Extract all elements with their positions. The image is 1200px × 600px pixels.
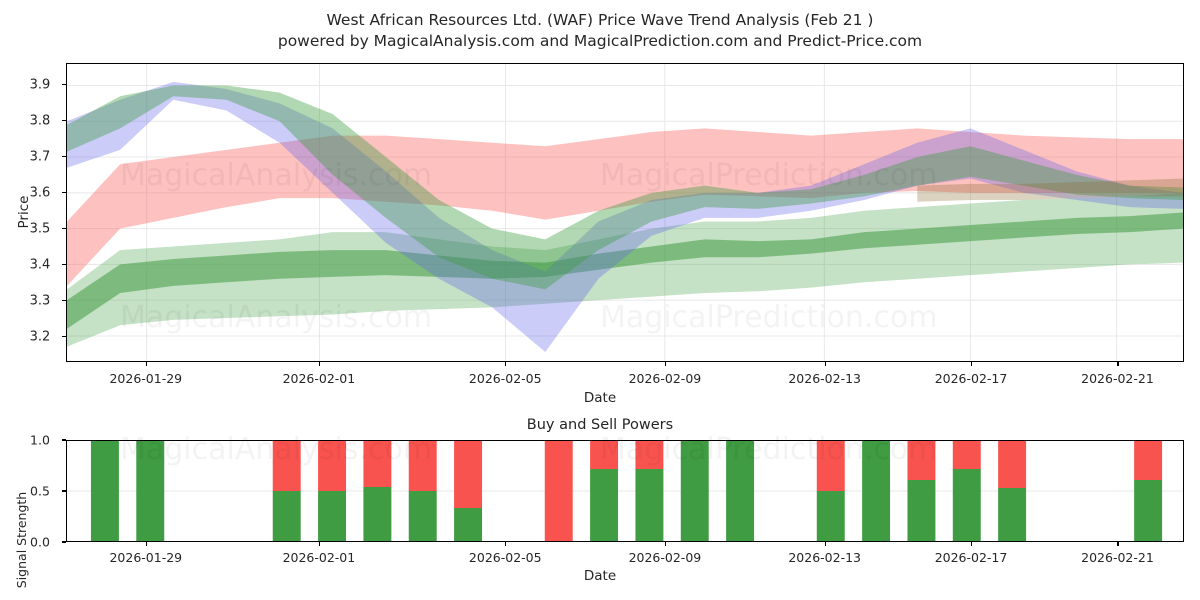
- price-y-tick: [62, 264, 66, 266]
- price-x-tick: [318, 362, 321, 366]
- signal-x-tick: [318, 542, 321, 546]
- price-band-green-band-inner: [67, 212, 1183, 329]
- price-y-tick-label: 3.6: [29, 185, 51, 201]
- signal-plot-svg: [67, 441, 1183, 541]
- sell-power-bar: [907, 441, 936, 480]
- signal-x-tick-label: 2026-02-09: [628, 550, 702, 565]
- signal-x-tick: [505, 542, 507, 546]
- price-y-tick-label: 3.8: [29, 113, 51, 129]
- signal-x-tick-label: 2026-02-21: [1081, 550, 1154, 565]
- signal-y-tick: [62, 541, 66, 543]
- buy-power-bar: [272, 491, 301, 541]
- signal-x-tick: [1117, 542, 1119, 546]
- buy-power-bar: [816, 491, 845, 541]
- buy-power-bar: [90, 441, 119, 541]
- price-band-red-band-upper: [67, 128, 1183, 286]
- price-x-tick-label: 2026-01-29: [109, 371, 183, 386]
- sell-power-bar: [635, 441, 664, 469]
- price-x-axis-label: Date: [583, 390, 617, 406]
- sell-power-bar: [998, 441, 1027, 488]
- signal-x-tick: [824, 542, 826, 546]
- price-y-tick-label: 3.3: [29, 293, 51, 309]
- signal-y-tick: [62, 490, 66, 492]
- price-x-tick-label: 2026-02-21: [1081, 371, 1154, 386]
- buy-power-bar: [590, 469, 619, 541]
- buy-power-bar: [726, 441, 755, 541]
- signal-x-tick: [971, 542, 973, 546]
- buy-power-bar: [1134, 480, 1163, 541]
- price-y-tick-label: 3.9: [29, 77, 51, 93]
- signal-x-axis-label: Date: [583, 568, 617, 584]
- signal-x-tick: [145, 542, 147, 546]
- buy-power-bar: [635, 469, 664, 541]
- price-plot-svg: [67, 64, 1183, 361]
- price-y-tick-label: 3.4: [29, 257, 51, 273]
- sell-power-bar: [318, 441, 347, 491]
- price-x-tick: [145, 362, 147, 366]
- buy-power-bar: [998, 488, 1027, 541]
- price-y-tick: [62, 300, 66, 302]
- buy-power-bar: [454, 508, 483, 541]
- signal-y-tick-label: 0.0: [30, 534, 50, 550]
- price-x-tick: [664, 362, 667, 366]
- signal-y-tick: [62, 439, 66, 441]
- signal-x-tick-label: 2026-02-17: [934, 550, 1008, 565]
- buy-power-bar: [862, 441, 891, 541]
- buy-power-bar: [136, 441, 165, 541]
- price-plot-frame: [66, 63, 1184, 362]
- price-band-green-wave-band: [67, 85, 1183, 290]
- price-y-tick: [62, 120, 66, 122]
- price-y-tick-label: 3.2: [29, 329, 51, 345]
- signal-x-tick-label: 2026-02-13: [788, 550, 861, 565]
- price-y-tick: [62, 192, 66, 194]
- buy-power-bar: [907, 480, 936, 541]
- price-x-tick-label: 2026-02-01: [282, 371, 356, 386]
- buy-power-bar: [952, 469, 981, 541]
- signal-chart-panel: [66, 440, 1184, 542]
- price-x-tick-label: 2026-02-09: [628, 371, 702, 386]
- sell-power-bar: [454, 441, 483, 508]
- price-y-tick: [62, 84, 66, 86]
- sell-power-bar: [272, 441, 301, 491]
- price-x-tick: [824, 362, 826, 366]
- price-band-brown-overlay-band: [917, 178, 1183, 202]
- sell-power-bar: [408, 441, 437, 491]
- sell-power-bar: [363, 441, 392, 487]
- sell-power-bar: [1134, 441, 1163, 480]
- signal-x-tick-label: 2026-01-29: [109, 550, 183, 565]
- price-y-tick-label: 3.7: [29, 149, 51, 165]
- page-subtitle: powered by MagicalAnalysis.com and Magic…: [277, 32, 923, 50]
- price-x-tick: [505, 362, 507, 366]
- price-band-blue-wave-band: [67, 81, 1183, 353]
- price-chart-panel: [66, 63, 1184, 362]
- page-title: West African Resources Ltd. (WAF) Price …: [326, 11, 874, 29]
- signal-y-tick-label: 1.0: [30, 432, 50, 448]
- price-x-tick-label: 2026-02-05: [468, 371, 542, 386]
- chart-title-block: West African Resources Ltd. (WAF) Price …: [0, 10, 1200, 52]
- buy-power-bar: [363, 487, 392, 541]
- buy-power-bar: [318, 491, 347, 541]
- signal-x-tick-label: 2026-02-01: [282, 550, 356, 565]
- sell-power-bar: [816, 441, 845, 491]
- price-x-tick-label: 2026-02-17: [934, 371, 1008, 386]
- signal-plot-frame: [66, 440, 1184, 542]
- price-x-tick: [1117, 362, 1119, 366]
- signal-chart-title: Buy and Sell Powers: [526, 417, 674, 433]
- price-y-tick: [62, 156, 66, 158]
- price-x-tick: [971, 362, 973, 366]
- signal-x-tick-label: 2026-02-05: [468, 550, 542, 565]
- signal-y-axis-label: Signal Strength: [14, 491, 29, 589]
- sell-power-bar: [590, 441, 619, 469]
- sell-power-bar: [952, 441, 981, 469]
- signal-x-tick: [664, 542, 667, 546]
- price-y-tick: [62, 336, 66, 338]
- buy-power-bar: [680, 441, 709, 541]
- sell-power-bar: [544, 441, 573, 541]
- price-x-tick-label: 2026-02-13: [788, 371, 861, 386]
- price-y-tick-label: 3.5: [29, 221, 51, 237]
- price-y-tick: [62, 228, 66, 230]
- signal-y-tick-label: 0.5: [30, 483, 50, 499]
- buy-power-bar: [408, 491, 437, 541]
